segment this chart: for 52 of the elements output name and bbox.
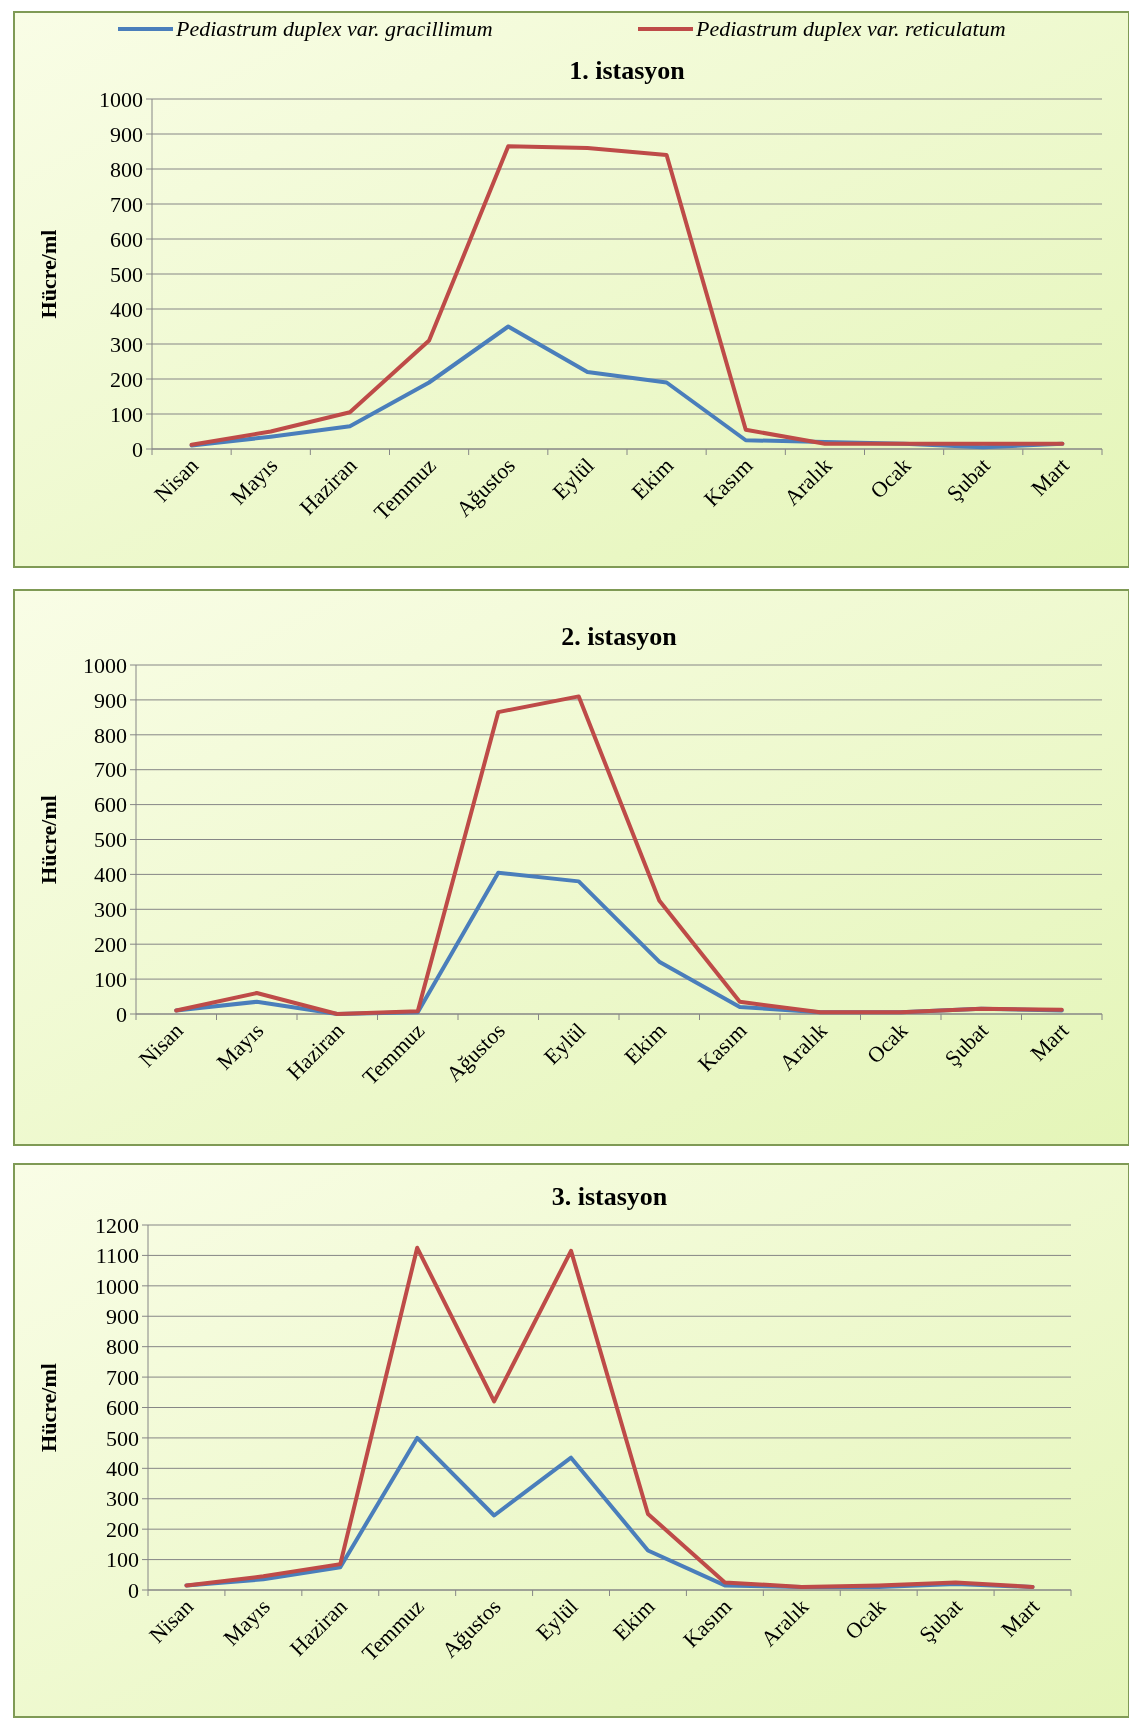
y-tick-label: 1000 <box>95 1273 139 1299</box>
y-tick-label: 600 <box>94 792 127 818</box>
x-tick-label: Ocak <box>861 1017 913 1069</box>
y-axis-title: Hücre/ml <box>36 795 61 884</box>
y-tick-label: 400 <box>110 296 143 322</box>
y-tick-label: 0 <box>132 436 143 462</box>
y-tick-label: 400 <box>94 862 127 888</box>
y-tick-label: 300 <box>106 1486 139 1512</box>
y-tick-label: 600 <box>106 1395 139 1421</box>
y-tick-label: 1000 <box>83 652 127 678</box>
line-series <box>174 694 1064 1016</box>
x-tick-label: Mart <box>996 1593 1045 1642</box>
y-tick-label: 200 <box>94 931 127 957</box>
chart-title: 2. istasyon <box>561 622 678 651</box>
y-tick-label: 800 <box>94 722 127 748</box>
y-tick-label: 0 <box>128 1577 139 1603</box>
x-tick-label: Ocak <box>865 452 916 504</box>
y-tick-label: 800 <box>106 1334 139 1360</box>
y-tick-label: 600 <box>110 226 143 252</box>
y-tick-label: 100 <box>106 1547 139 1573</box>
y-tick-label: 900 <box>106 1303 139 1329</box>
x-tick-label: Mart <box>1025 1017 1074 1066</box>
y-tick-label: 700 <box>106 1364 139 1390</box>
y-axis-title: Hücre/ml <box>36 229 61 319</box>
y-tick-label: 100 <box>94 966 127 992</box>
y-tick-label: 200 <box>106 1516 139 1542</box>
y-tick-label: 900 <box>110 121 143 147</box>
y-tick-label: 800 <box>110 156 143 182</box>
y-tick-label: 900 <box>94 687 127 713</box>
y-tick-label: 700 <box>110 191 143 217</box>
line-series <box>189 144 1065 447</box>
y-tick-label: 700 <box>94 757 127 783</box>
y-tick-label: 1000 <box>99 86 143 112</box>
y-tick-label: 0 <box>116 1001 127 1027</box>
y-tick-label: 500 <box>106 1425 139 1451</box>
y-tick-label: 400 <box>106 1456 139 1482</box>
x-tick-label: Ocak <box>839 1593 891 1645</box>
line-series <box>184 1245 1035 1589</box>
y-tick-label: 300 <box>94 897 127 922</box>
legend-label: Pediastrum duplex var. gracillimum <box>175 16 493 41</box>
y-tick-label: 100 <box>110 401 143 427</box>
legend-label: Pediastrum duplex var. reticulatum <box>695 16 1006 41</box>
y-axis-title: Hücre/ml <box>36 1363 61 1452</box>
y-tick-label: 500 <box>94 827 127 853</box>
chart-title: 1. istasyon <box>569 56 686 85</box>
y-tick-label: 1100 <box>95 1243 139 1269</box>
y-tick-label: 300 <box>110 331 143 357</box>
y-tick-label: 200 <box>110 366 143 392</box>
y-tick-label: 1200 <box>95 1212 139 1238</box>
y-tick-label: 500 <box>110 261 143 287</box>
chart-title: 3. istasyon <box>551 1182 668 1211</box>
x-tick-label: Mart <box>1026 452 1074 501</box>
